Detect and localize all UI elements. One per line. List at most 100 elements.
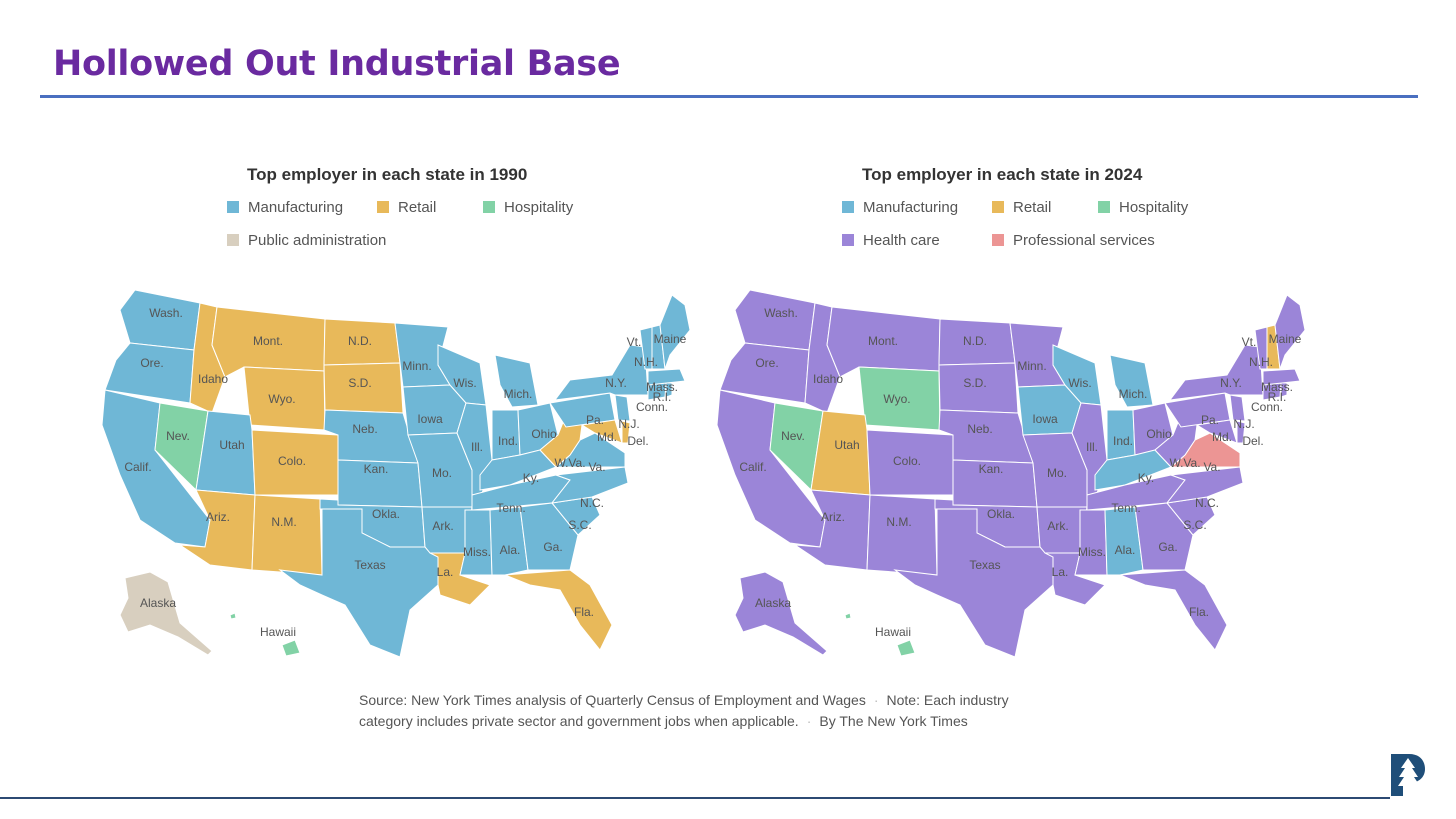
state-ore <box>719 342 810 404</box>
state-label: Utah <box>834 438 859 452</box>
state-label: Ala. <box>500 543 521 557</box>
state-label: Okla. <box>372 507 400 521</box>
source-line-1: Source: New York Times analysis of Quart… <box>359 690 1009 711</box>
state-label: Ky. <box>523 471 539 485</box>
legend-item-manufacturing: Manufacturing <box>227 199 343 216</box>
state-n-y <box>1168 344 1264 401</box>
state-label: S.C. <box>568 518 591 532</box>
state-alaska <box>119 571 213 656</box>
state-label: Ill. <box>1086 440 1098 454</box>
state-label: Tenn. <box>496 501 525 515</box>
legend-label: Manufacturing <box>248 199 344 216</box>
state-ga <box>519 502 579 571</box>
state-label: Fla. <box>574 605 594 619</box>
state-label: S.D. <box>348 376 371 390</box>
state-label: Mont. <box>868 334 898 348</box>
state-hawaii <box>844 612 916 657</box>
state-label: R.I. <box>1268 390 1287 404</box>
state-label: Wash. <box>149 306 183 320</box>
state-label: Wyo. <box>883 392 910 406</box>
state-label: La. <box>437 565 454 579</box>
state-label: N.J. <box>618 417 639 431</box>
legend-label: Retail <box>1013 199 1052 216</box>
state-label: Vt. <box>627 335 642 349</box>
note-text-continued: category includes private sector and gov… <box>359 713 799 729</box>
state-label: Ohio <box>1146 427 1172 441</box>
state-label: Idaho <box>813 372 843 386</box>
state-label: Ark. <box>432 519 453 533</box>
state-label: Tenn. <box>1111 501 1140 515</box>
state-label: Ariz. <box>206 510 230 524</box>
state-n-y <box>553 344 649 401</box>
state-label: Fla. <box>1189 605 1209 619</box>
state-label: Pa. <box>586 413 604 427</box>
state-label: Texas <box>354 558 385 572</box>
footer-divider <box>0 797 1390 799</box>
state-maine <box>659 294 691 370</box>
legend-label: Professional services <box>1013 232 1155 249</box>
us-map-2024: Wash. Ore. Calif. Nev. Idaho Mont. Wyo. Utah Col… <box>716 289 1306 658</box>
state-n-j <box>1229 394 1246 422</box>
state-mass <box>647 368 686 386</box>
legend-item-public-administration: Public administration <box>227 232 386 249</box>
state-label: Ga. <box>543 540 562 554</box>
map-2024-title: Top employer in each state in 2024 <box>862 165 1143 184</box>
legend-item-retail: Retail <box>992 199 1051 216</box>
state-miss <box>1074 509 1108 576</box>
state-label: Md. <box>597 430 617 444</box>
state-label: R.I. <box>653 390 672 404</box>
us-map-1990: Wash. Ore. Calif. Nev. Idaho Mont. Wyo. Utah Col… <box>101 289 691 658</box>
state-label: N.D. <box>348 334 372 348</box>
slide-title: Hollowed Out Industrial Base <box>53 44 621 84</box>
byline: By The New York Times <box>819 713 968 729</box>
state-label: Okla. <box>987 507 1015 521</box>
state-label: W.Va. <box>554 456 585 470</box>
state-label: Iowa <box>417 412 443 426</box>
state-label: Wis. <box>453 376 476 390</box>
state-label: Minn. <box>1017 359 1046 373</box>
state-label: S.D. <box>963 376 986 390</box>
state-label: Ky. <box>1138 471 1154 485</box>
state-label: N.C. <box>1195 496 1219 510</box>
state-label: Colo. <box>278 454 306 468</box>
legend-item-manufacturing: Manufacturing <box>842 199 958 216</box>
state-label: Md. <box>1212 430 1232 444</box>
source-note: Source: New York Times analysis of Quart… <box>359 690 1009 732</box>
state-label: Hawaii <box>260 625 296 639</box>
tree-p-logo-icon <box>1391 754 1425 796</box>
legend-label: Hospitality <box>1119 199 1189 216</box>
state-label: Nev. <box>781 429 805 443</box>
state-wash <box>734 289 816 351</box>
state-miss <box>459 509 493 576</box>
state-label: N.H. <box>634 355 658 369</box>
legend-swatch <box>227 234 239 246</box>
state-label: Alaska <box>140 596 176 610</box>
state-label: Ore. <box>140 356 163 370</box>
state-label: W.Va. <box>1169 456 1200 470</box>
state-label: Wyo. <box>268 392 295 406</box>
state-label: Del. <box>627 434 648 448</box>
state-neb <box>323 409 419 464</box>
state-label: Maine <box>654 332 687 346</box>
state-label: Kan. <box>979 462 1004 476</box>
state-hawaii <box>229 612 301 657</box>
state-label: Neb. <box>352 422 377 436</box>
state-label: Calif. <box>739 460 766 474</box>
state-label: Del. <box>1242 434 1263 448</box>
state-n-j <box>614 394 631 422</box>
state-label: Conn. <box>636 400 668 414</box>
state-label: Ind. <box>498 434 518 448</box>
separator-dot: · <box>806 713 812 729</box>
state-label: Calif. <box>124 460 151 474</box>
state-wash <box>119 289 201 351</box>
state-label: Ga. <box>1158 540 1177 554</box>
state-label: Ind. <box>1113 434 1133 448</box>
state-label: Mass. <box>1261 380 1293 394</box>
state-label: Idaho <box>198 372 228 386</box>
state-label: Mich. <box>504 387 533 401</box>
state-maine <box>1274 294 1306 370</box>
state-label: N.M. <box>886 515 911 529</box>
note-text: Note: Each industry <box>886 692 1009 708</box>
state-label: Va. <box>1203 460 1220 474</box>
map-2024-legend: Manufacturing Retail Hospitality Health … <box>842 199 1262 259</box>
